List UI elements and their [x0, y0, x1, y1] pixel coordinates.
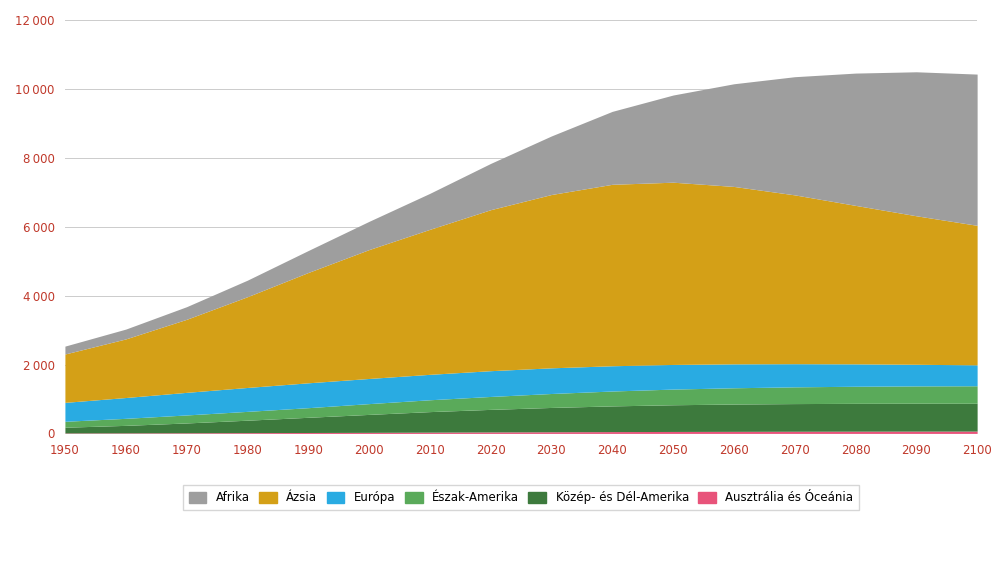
Legend: Afrika, Ázsia, Európa, Észak-Amerika, Közép- és Dél-Amerika, Ausztrália és Óceán: Afrika, Ázsia, Európa, Észak-Amerika, Kö…	[182, 485, 859, 510]
